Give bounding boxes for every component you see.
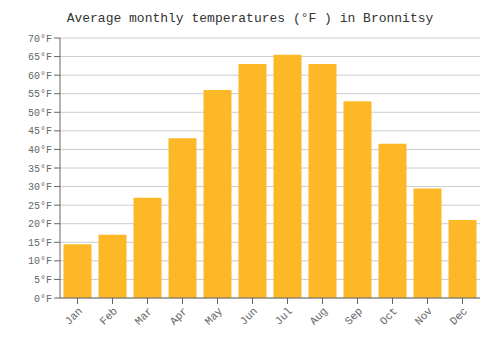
svg-text:Nov: Nov (413, 305, 436, 328)
svg-text:65°F: 65°F (28, 52, 52, 63)
svg-text:Jul: Jul (273, 305, 295, 327)
svg-text:15°F: 15°F (28, 238, 52, 249)
svg-text:45°F: 45°F (28, 126, 52, 137)
svg-text:Feb: Feb (98, 305, 120, 327)
svg-text:30°F: 30°F (28, 182, 52, 193)
svg-text:Apr: Apr (168, 305, 190, 327)
svg-text:20°F: 20°F (28, 219, 52, 230)
svg-text:50°F: 50°F (28, 108, 52, 119)
svg-text:Jan: Jan (63, 305, 85, 327)
svg-text:40°F: 40°F (28, 145, 52, 156)
svg-text:10°F: 10°F (28, 256, 52, 267)
svg-text:5°F: 5°F (34, 275, 52, 286)
svg-text:25°F: 25°F (28, 201, 52, 212)
svg-text:Dec: Dec (448, 305, 470, 327)
svg-text:0°F: 0°F (34, 294, 52, 305)
html-text:Average monthly temperatures (: Average monthly temperatures (°F ) in Br… (66, 11, 434, 26)
svg-text:60°F: 60°F (28, 71, 52, 82)
svg-text:55°F: 55°F (28, 89, 52, 100)
svg-text:Jun: Jun (238, 305, 260, 327)
svg-text:May: May (203, 305, 226, 328)
svg-text:Aug: Aug (308, 305, 330, 327)
svg-text:Sep: Sep (343, 305, 365, 327)
svg-text:Mar: Mar (133, 305, 155, 327)
svg-text:70°F: 70°F (28, 34, 52, 45)
svg-text:Oct: Oct (378, 305, 400, 327)
svg-text:35°F: 35°F (28, 164, 52, 175)
